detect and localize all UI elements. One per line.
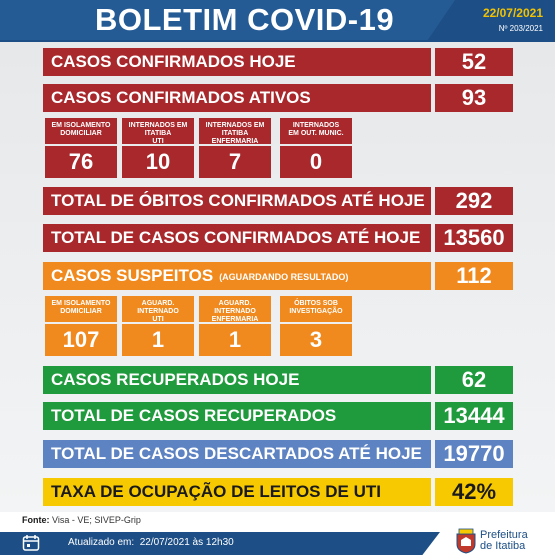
row-value: 19770 [435,440,513,468]
card-value: 107 [45,324,117,356]
page-title: BOLETIM COVID-19 [95,2,395,37]
updated-text: Atualizado em: 22/07/2021 às 12h30 [68,537,234,548]
title-box: BOLETIM COVID-19 [0,0,455,40]
row-total-confirmados: TOTAL DE CASOS CONFIRMADOS ATÉ HOJE 1356… [43,224,513,252]
card-label: INTERNADOS EM ITATIBA UTI [122,118,194,145]
row-confirmados-hoje: CASOS CONFIRMADOS HOJE 52 [43,48,513,76]
row-label: CASOS SUSPEITOS (AGUARDANDO RESULTADO) [43,262,431,290]
row-value: 42% [435,478,513,506]
card-value: 7 [199,146,271,178]
row-descartados: TOTAL DE CASOS DESCARTADOS ATÉ HOJE 1977… [43,440,513,468]
report-date: 22/07/2021 [482,6,543,20]
row-value: 93 [435,84,513,112]
card-ativos-isolamento: EM ISOLAMENTO DOMICILIAR 76 [45,118,117,178]
card-label: AGUARD. INTERNADO ENFERMARIA [199,296,271,323]
card-ativos-enfermaria: INTERNADOS EM ITATIBA ENFERMARIA 7 [199,118,271,178]
row-label: TOTAL DE ÓBITOS CONFIRMADOS ATÉ HOJE [43,187,431,215]
card-label: EM ISOLAMENTO DOMICILIAR [45,296,117,322]
source-line: Fonte: Visa - VE; SIVEP-Grip [22,515,141,525]
row-label: TOTAL DE CASOS DESCARTADOS ATÉ HOJE [43,440,431,468]
card-label: INTERNADOS EM OUT. MUNIC. [280,118,352,144]
row-value: 52 [435,48,513,76]
row-obitos: TOTAL DE ÓBITOS CONFIRMADOS ATÉ HOJE 292 [43,187,513,215]
updated-bar: Atualizado em: 22/07/2021 às 12h30 [0,532,440,555]
card-label: ÓBITOS SOB INVESTIGAÇÃO [280,296,352,322]
organization-name: Prefeitura de Itatiba [480,529,528,552]
card-label: EM ISOLAMENTO DOMICILIAR [45,118,117,144]
edition-number: Nº 203/2021 [498,24,543,33]
row-label: CASOS RECUPERADOS HOJE [43,366,431,394]
card-ativos-outros-munic: INTERNADOS EM OUT. MUNIC. 0 [280,118,352,178]
row-total-recuperados: TOTAL DE CASOS RECUPERADOS 13444 [43,402,513,430]
row-label: CASOS CONFIRMADOS HOJE [43,48,431,76]
row-label: TOTAL DE CASOS RECUPERADOS [43,402,431,430]
card-value: 10 [122,146,194,178]
card-value: 76 [45,146,117,178]
city-crest-logo [456,528,476,554]
card-suspeitos-uti: AGUARD. INTERNADO UTI 1 [122,296,194,356]
row-value: 112 [435,262,513,290]
card-value: 1 [199,324,271,356]
card-value: 3 [280,324,352,356]
bulletin-body: CASOS CONFIRMADOS HOJE 52 CASOS CONFIRMA… [0,42,555,512]
card-suspeitos-obitos-investigacao: ÓBITOS SOB INVESTIGAÇÃO 3 [280,296,352,356]
card-suspeitos-enfermaria: AGUARD. INTERNADO ENFERMARIA 1 [199,296,271,356]
row-value: 13444 [435,402,513,430]
row-value: 13560 [435,224,513,252]
card-label: AGUARD. INTERNADO UTI [122,296,194,323]
card-value: 0 [280,146,352,178]
row-confirmados-ativos: CASOS CONFIRMADOS ATIVOS 93 [43,84,513,112]
row-suspeitos: CASOS SUSPEITOS (AGUARDANDO RESULTADO) 11… [43,262,513,290]
row-recuperados-hoje: CASOS RECUPERADOS HOJE 62 [43,366,513,394]
row-label: TAXA DE OCUPAÇÃO DE LEITOS DE UTI [43,478,431,506]
card-suspeitos-isolamento: EM ISOLAMENTO DOMICILIAR 107 [45,296,117,356]
row-label: CASOS CONFIRMADOS ATIVOS [43,84,431,112]
row-value: 292 [435,187,513,215]
card-value: 1 [122,324,194,356]
suspeitos-note: (AGUARDANDO RESULTADO) [219,271,349,282]
card-ativos-uti: INTERNADOS EM ITATIBA UTI 10 [122,118,194,178]
calendar-icon [22,535,40,551]
row-ocupacao-uti: TAXA DE OCUPAÇÃO DE LEITOS DE UTI 42% [43,478,513,506]
card-label: INTERNADOS EM ITATIBA ENFERMARIA [199,118,271,145]
row-value: 62 [435,366,513,394]
row-label: TOTAL DE CASOS CONFIRMADOS ATÉ HOJE [43,224,431,252]
footer: Fonte: Visa - VE; SIVEP-Grip Atualizado … [0,512,555,555]
